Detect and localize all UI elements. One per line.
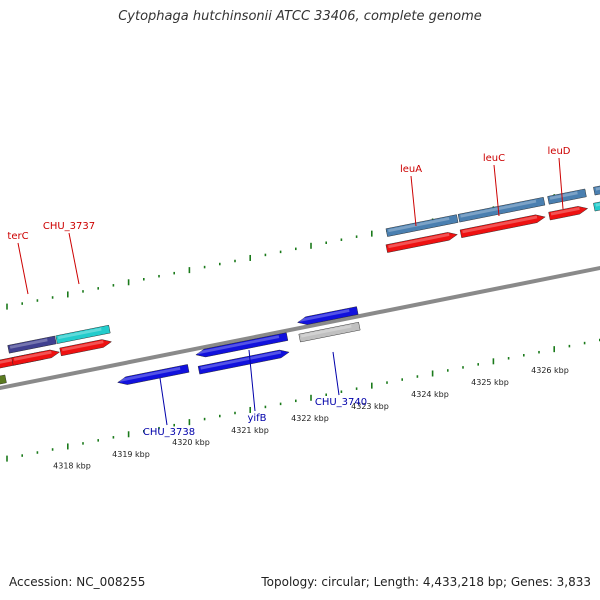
gene-label-terC: terC — [7, 231, 28, 242]
cyan-feature-group — [55, 324, 111, 344]
gene-label-leuD: leuD — [548, 146, 571, 157]
scale-label: 4322 kbp — [291, 414, 329, 423]
lower-blue-arrow — [195, 332, 289, 358]
next-cyan-feature — [593, 199, 600, 212]
CHU_3740-gray-feature-highlight — [300, 324, 352, 338]
gene-label-leuA: leuA — [400, 164, 422, 175]
cyan-feature-highlight — [57, 327, 102, 340]
leuD-feature-highlight — [549, 191, 578, 200]
gene-label-CHU_3737: CHU_3737 — [43, 221, 95, 232]
scale-label: 4320 kbp — [172, 438, 210, 447]
yifB-arrow-group — [197, 349, 290, 375]
leuC-leader-line — [493, 164, 500, 217]
gene-label-leuC: leuC — [483, 153, 505, 164]
CHU_3738-arrow-highlight — [119, 366, 181, 382]
leuC-red-arrow-group — [459, 214, 546, 238]
CHU_3737-red-arrow-group — [59, 339, 112, 357]
lower-blue-arrow-group — [195, 332, 289, 358]
upper-red-arrow — [11, 349, 61, 366]
CHU_3737-red-arrow — [59, 339, 112, 357]
lower-blue-arrow-highlight — [197, 335, 280, 355]
scale-label: 4323 kbp — [351, 402, 389, 411]
leuC-feature — [457, 197, 546, 223]
navy-feature — [7, 335, 57, 354]
leuD-feature — [547, 188, 587, 205]
lower-blue-arrow-2-group — [297, 306, 359, 325]
upper-red-arrow-highlight — [13, 350, 52, 361]
CHU_3740-leader-line — [332, 351, 340, 396]
olive-feature-group — [0, 374, 7, 390]
accession-text: Accession: NC_008255 — [9, 575, 146, 589]
scale-label: 4318 kbp — [53, 462, 91, 471]
gene-label-yifB: yifB — [247, 413, 266, 424]
next-cyan-feature-group — [593, 199, 600, 212]
genome-backbone — [0, 265, 600, 391]
CHU_3738-leader-line — [159, 377, 168, 426]
leuD-leader-line — [558, 157, 564, 210]
navy-feature-group — [7, 335, 57, 354]
CHU_3737-red-arrow-highlight — [61, 340, 104, 352]
scale-label: 4321 kbp — [231, 426, 269, 435]
leuD-red-arrow-group — [548, 206, 589, 221]
leuA-red-arrow-group — [385, 232, 458, 253]
leuA-feature-group — [385, 214, 459, 237]
yifB-arrow-highlight — [200, 350, 282, 370]
gene-label-CHU_3738: CHU_3738 — [143, 427, 195, 438]
leuC-red-arrow — [459, 214, 546, 238]
CHU_3740-gray-feature-group — [298, 321, 361, 343]
olive-feature — [0, 374, 7, 390]
yifB-leader-line — [248, 349, 256, 412]
gene-label-CHU_3740: CHU_3740 — [315, 397, 367, 408]
genome-stats-text: Topology: circular; Length: 4,433,218 bp… — [261, 575, 591, 589]
leuA-red-arrow-highlight — [388, 233, 450, 249]
yifB-arrow — [197, 349, 290, 375]
genome-title: Cytophaga hutchinsonii ATCC 33406, compl… — [118, 9, 482, 24]
next-blue-feature-group — [593, 183, 600, 196]
leuD-red-arrow — [548, 206, 589, 221]
CHU_3738-arrow-group — [117, 364, 190, 385]
scale-label: 4319 kbp — [112, 450, 150, 459]
leuD-feature-group — [547, 188, 587, 205]
navy-feature-highlight — [9, 338, 48, 349]
leuA-feature — [385, 214, 459, 237]
leuD-red-arrow-highlight — [550, 207, 580, 216]
leuA-leader-line — [410, 175, 417, 227]
scale-label: 4325 kbp — [471, 378, 509, 387]
lower-blue-arrow-2 — [297, 306, 359, 325]
scale-label: 4326 kbp — [531, 366, 569, 375]
CHU_3737-leader-line — [68, 232, 80, 285]
next-blue-feature — [593, 183, 600, 196]
leuA-red-arrow — [385, 232, 458, 253]
scale-label: 4324 kbp — [411, 390, 449, 399]
cyan-feature — [55, 324, 111, 344]
CHU_3740-gray-feature — [298, 321, 361, 343]
leuC-red-arrow-highlight — [462, 215, 538, 234]
terC-leader-line — [17, 242, 29, 295]
lower-blue-arrow-2-highlight — [298, 309, 350, 322]
upper-red-arrow-group — [11, 349, 61, 366]
CHU_3738-arrow — [117, 364, 190, 385]
leuA-feature-highlight — [388, 217, 450, 233]
